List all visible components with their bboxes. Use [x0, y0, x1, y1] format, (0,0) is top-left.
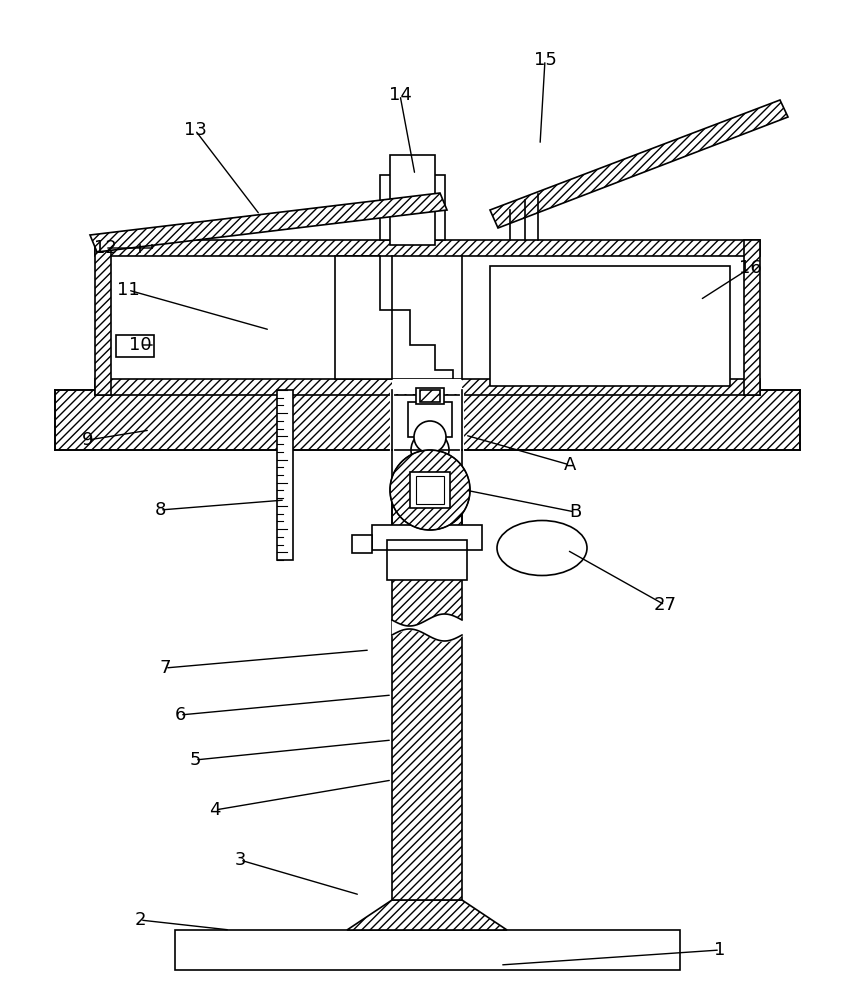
- Bar: [95, 240, 111, 395]
- Bar: [743, 240, 759, 395]
- Text: 5: 5: [189, 751, 200, 769]
- Text: 6: 6: [174, 706, 185, 724]
- Bar: [390, 155, 434, 245]
- Bar: [490, 266, 729, 386]
- Text: B: B: [568, 503, 580, 521]
- Bar: [392, 480, 461, 900]
- Bar: [276, 390, 293, 560]
- Bar: [409, 472, 450, 508]
- Text: 3: 3: [234, 851, 246, 869]
- Polygon shape: [346, 900, 507, 930]
- Text: 13: 13: [183, 121, 206, 139]
- Text: 15: 15: [533, 51, 556, 69]
- Bar: [111, 256, 743, 379]
- Bar: [380, 175, 444, 240]
- Text: 27: 27: [653, 596, 676, 614]
- Bar: [415, 388, 444, 404]
- Text: A: A: [563, 456, 576, 474]
- Bar: [116, 335, 154, 357]
- Text: 16: 16: [738, 259, 761, 277]
- Bar: [408, 402, 451, 437]
- Text: 11: 11: [117, 281, 139, 299]
- Polygon shape: [90, 193, 446, 252]
- Text: 1: 1: [713, 941, 725, 959]
- Ellipse shape: [496, 520, 586, 576]
- Circle shape: [414, 421, 445, 453]
- Text: 10: 10: [129, 336, 151, 354]
- Polygon shape: [334, 256, 452, 379]
- Text: 7: 7: [159, 659, 171, 677]
- Polygon shape: [490, 100, 787, 228]
- Text: 4: 4: [209, 801, 220, 819]
- Text: 12: 12: [94, 239, 116, 257]
- Text: 2: 2: [134, 911, 146, 929]
- Bar: [415, 476, 444, 504]
- Bar: [420, 390, 439, 402]
- Bar: [351, 535, 372, 553]
- Text: 8: 8: [154, 501, 165, 519]
- Bar: [175, 930, 679, 970]
- Text: 14: 14: [388, 86, 411, 104]
- Bar: [372, 525, 481, 550]
- Bar: [461, 390, 799, 450]
- Bar: [392, 379, 461, 394]
- Circle shape: [390, 450, 469, 530]
- Text: 9: 9: [82, 431, 94, 449]
- Bar: [386, 540, 467, 580]
- Bar: [55, 390, 392, 450]
- Bar: [95, 240, 759, 256]
- Bar: [95, 379, 759, 395]
